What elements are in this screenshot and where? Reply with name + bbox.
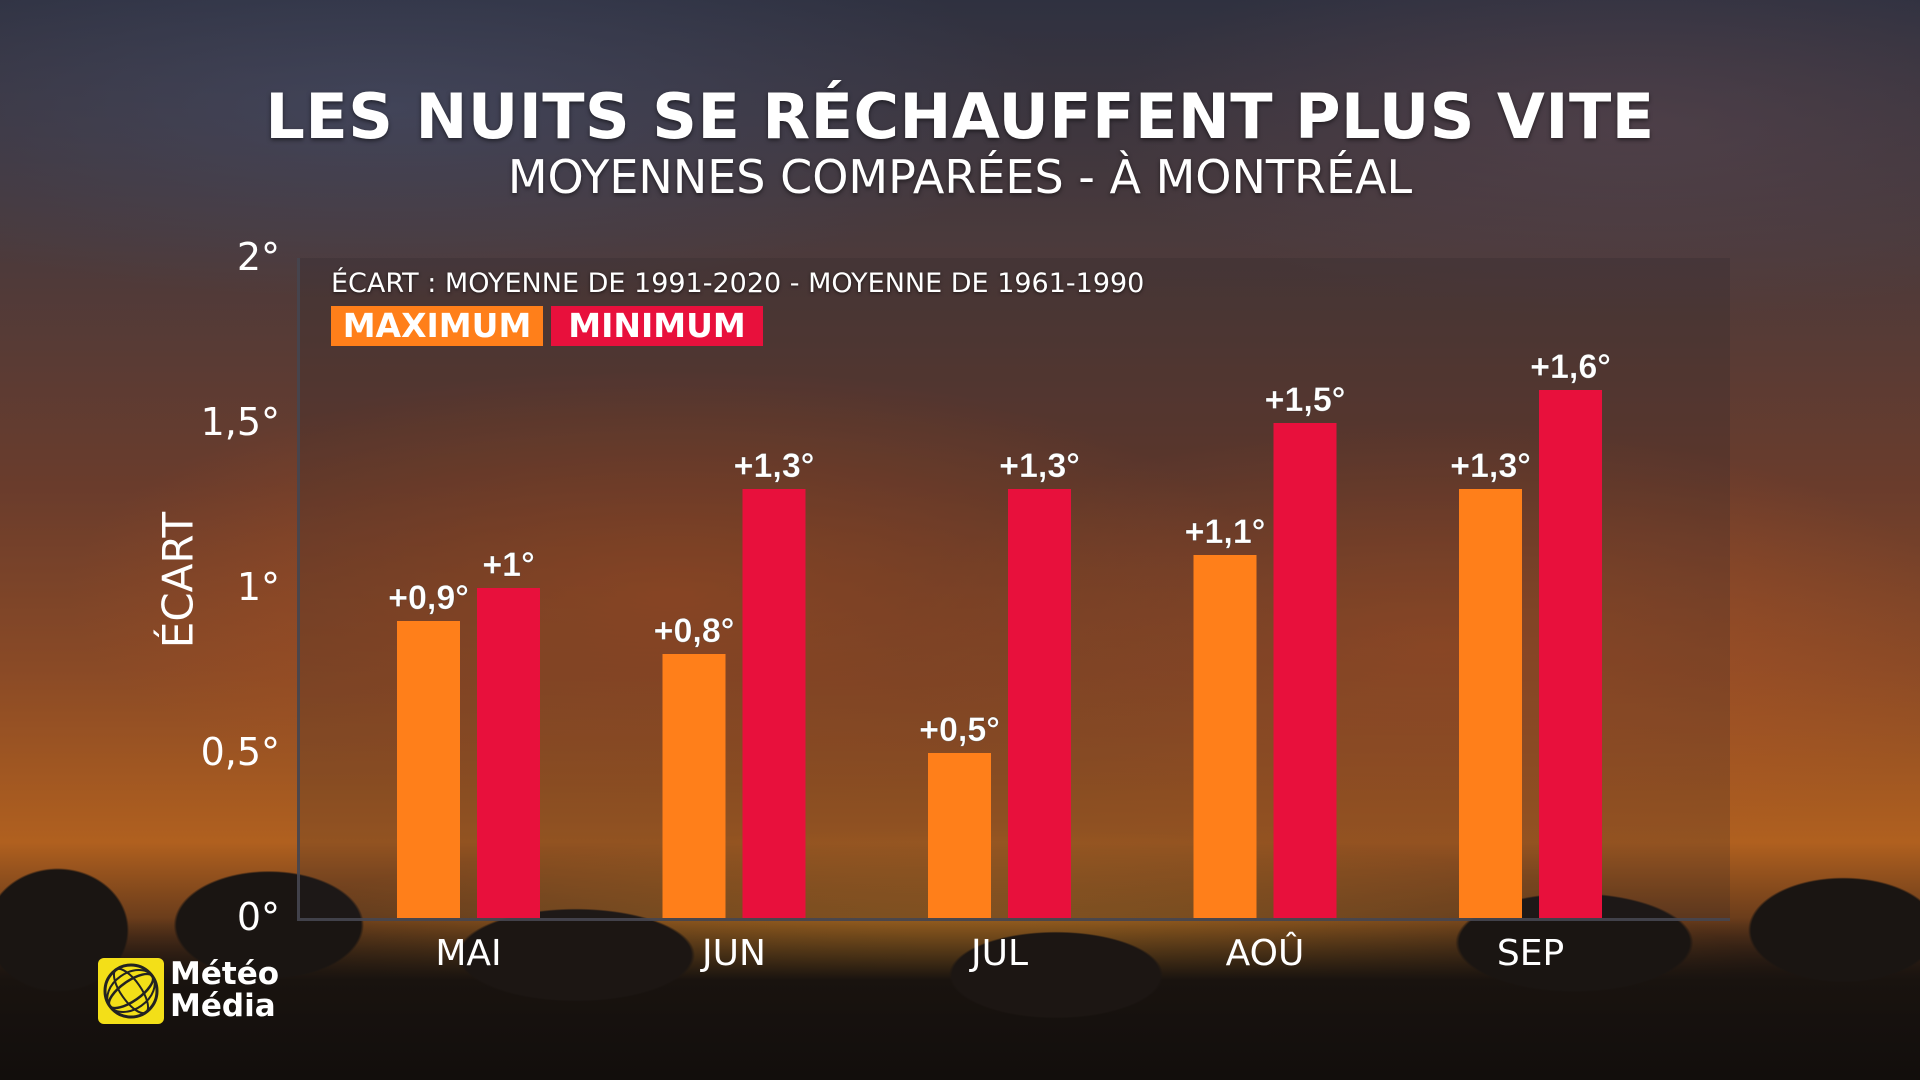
bar-minimum [1008, 489, 1071, 918]
x-tick-label: SEP [1497, 933, 1564, 974]
data-label: +1,3° [1450, 447, 1531, 485]
data-label: +1,3° [999, 447, 1080, 485]
x-tick-label: JUN [700, 933, 766, 974]
x-tick-label: JUL [969, 933, 1028, 974]
data-label: +0,9° [388, 579, 469, 617]
data-label: +0,8° [654, 612, 735, 650]
bar-maximum [662, 654, 726, 918]
chart-subtitle: MOYENNES COMPARÉES - À MONTRÉAL [507, 150, 1413, 204]
legend-maximum: MAXIMUM [331, 306, 543, 346]
bar-minimum [477, 588, 540, 918]
y-tick-label: 0° [237, 895, 280, 939]
y-tick-label: 0,5° [201, 730, 280, 774]
y-tick-label: 1° [237, 565, 280, 609]
bar-maximum [397, 621, 460, 918]
legend-minimum: MINIMUM [551, 306, 763, 346]
meteomedia-logo: Météo Média [98, 956, 318, 1026]
chart-note: ÉCART : MOYENNE DE 1991-2020 - MOYENNE D… [331, 268, 1145, 299]
bar-maximum [1459, 489, 1522, 918]
bar-maximum [1193, 555, 1257, 918]
logo-line-1: Météo [170, 956, 280, 992]
y-tick-label: 2° [237, 235, 280, 279]
bar-maximum [928, 753, 991, 918]
chart-title: LES NUITS SE RÉCHAUFFENT PLUS VITE [265, 80, 1655, 153]
bar-minimum [742, 489, 806, 918]
x-tick-label: AOÛ [1226, 932, 1305, 974]
x-tick-label: MAI [435, 933, 501, 974]
data-label: +1,6° [1530, 348, 1611, 386]
bar-minimum [1539, 390, 1602, 918]
y-tick-label: 1,5° [201, 400, 280, 444]
bar-minimum [1273, 423, 1337, 918]
data-label: +1,1° [1185, 513, 1266, 551]
data-label: +0,5° [919, 711, 1000, 749]
logo-wordmark: Météo Média [170, 958, 279, 1022]
data-label: +1,5° [1265, 381, 1346, 419]
data-label: +1,3° [734, 447, 815, 485]
data-label: +1° [482, 546, 534, 584]
globe-logo-icon [98, 958, 164, 1024]
logo-line-2: Média [170, 988, 276, 1024]
